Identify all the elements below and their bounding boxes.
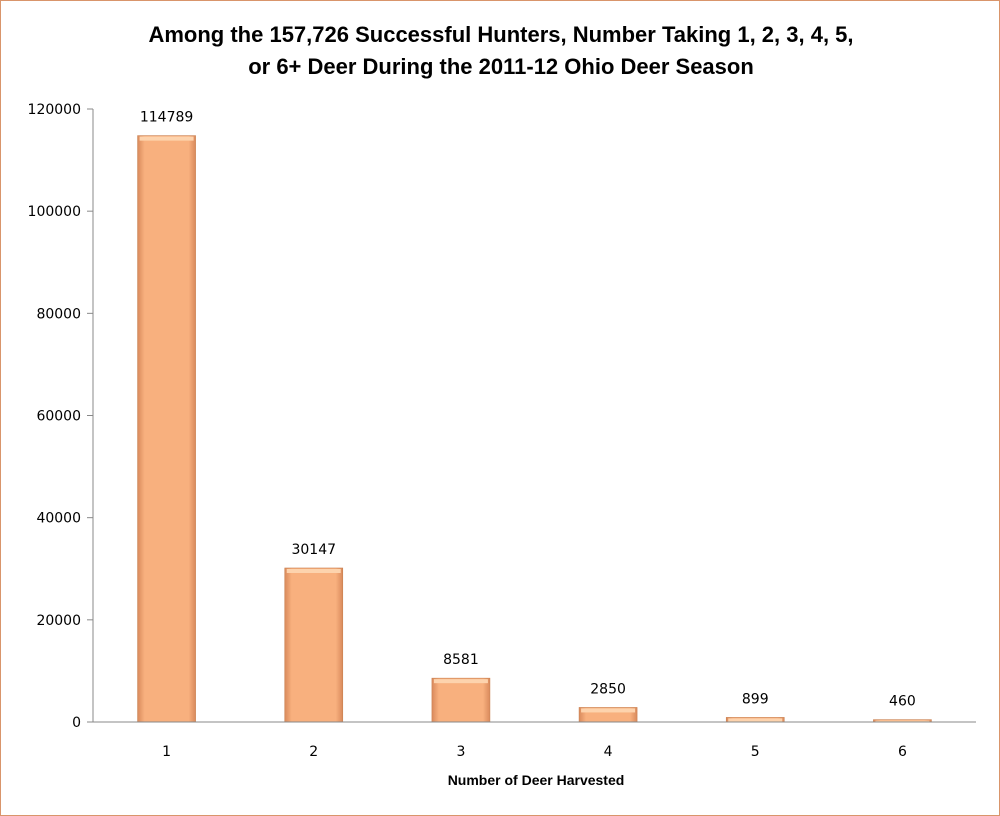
- x-tick-label: 3: [456, 744, 465, 760]
- y-tick-label: 60000: [36, 409, 81, 425]
- y-tick-label: 40000: [36, 511, 81, 527]
- data-label: 30147: [291, 542, 336, 558]
- bar-highlight: [581, 708, 636, 713]
- data-label: 8581: [443, 652, 479, 668]
- x-axis-label: Number of Deer Harvested: [448, 772, 625, 788]
- chart-title-line-1: Among the 157,726 Successful Hunters, Nu…: [148, 22, 854, 47]
- y-tick-label: 100000: [28, 204, 81, 220]
- bar: [431, 677, 491, 723]
- bar-highlight: [139, 136, 194, 141]
- data-label: 2850: [590, 681, 626, 697]
- x-tick-label: 1: [162, 744, 171, 760]
- bar-highlight: [728, 718, 783, 722]
- data-label: 899: [742, 691, 769, 707]
- data-label: 114789: [140, 110, 193, 126]
- chart-title: Among the 157,726 Successful Hunters, Nu…: [1, 19, 999, 83]
- y-tick-label: 120000: [28, 102, 81, 118]
- bar: [137, 135, 196, 723]
- x-tick-label: 4: [604, 744, 613, 760]
- chart-title-line-2: or 6+ Deer During the 2011-12 Ohio Deer …: [248, 54, 754, 79]
- x-tick-label: 5: [751, 744, 760, 760]
- y-tick-label: 20000: [36, 613, 81, 629]
- x-tick-label: 2: [309, 744, 318, 760]
- y-tick-label: 80000: [36, 306, 81, 322]
- y-tick-label: 0: [72, 715, 81, 731]
- data-label: 460: [889, 694, 916, 710]
- bar-highlight: [433, 679, 488, 684]
- bar-highlight: [875, 720, 930, 722]
- bar-highlight: [286, 568, 341, 573]
- x-tick-label: 6: [898, 744, 907, 760]
- bar: [284, 567, 344, 723]
